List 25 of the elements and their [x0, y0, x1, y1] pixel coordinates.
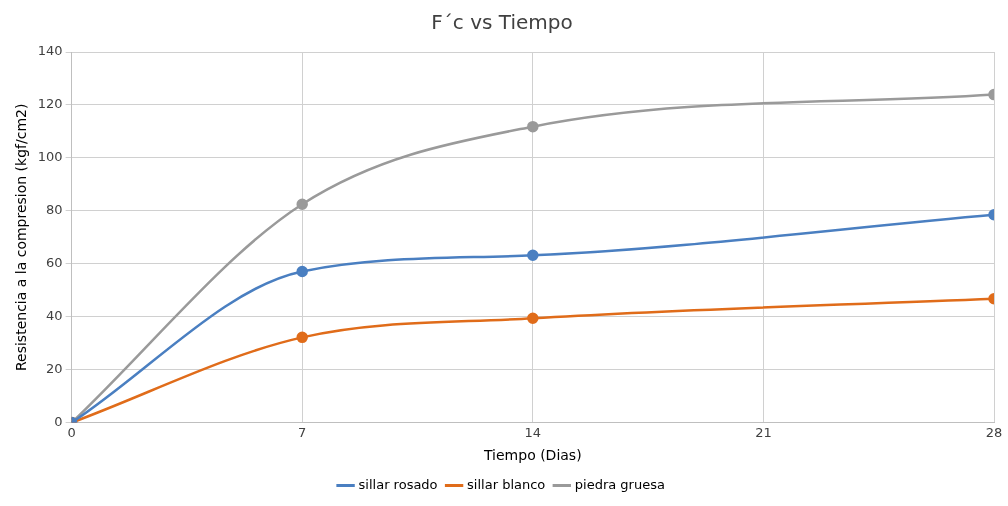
x-tick-label: 28 [985, 424, 1003, 440]
point [527, 120, 539, 133]
y-tick-label: 140 [37, 43, 63, 59]
y-tick-label: 100 [37, 149, 63, 165]
y-axis-title: Resistencia a la compresion (kgf/cm2) [13, 103, 30, 372]
y-tick-label: 40 [46, 308, 63, 324]
y-tick-label: 20 [46, 361, 63, 377]
y-tick-label: 120 [37, 96, 63, 112]
y-tick-label: 0 [54, 413, 63, 429]
x-tick-label: 0 [67, 424, 76, 440]
x-tick-label: 14 [524, 424, 542, 440]
point [296, 265, 308, 278]
y-tick-label: 60 [46, 255, 63, 271]
legend-label: sillar rosado [358, 476, 438, 492]
y-tick-label: 80 [46, 202, 63, 218]
x-axis-title: Tiempo (Dias) [482, 447, 582, 464]
legend-label: piedra gruesa [574, 476, 665, 492]
x-tick-label: 7 [298, 424, 307, 440]
point [296, 198, 308, 210]
point [296, 331, 308, 344]
point [527, 312, 539, 325]
point [527, 249, 539, 262]
x-tick-label: 21 [755, 424, 772, 440]
legend-label: sillar blanco [467, 476, 546, 492]
chart-title: F´c vs Tiempo [431, 10, 573, 35]
